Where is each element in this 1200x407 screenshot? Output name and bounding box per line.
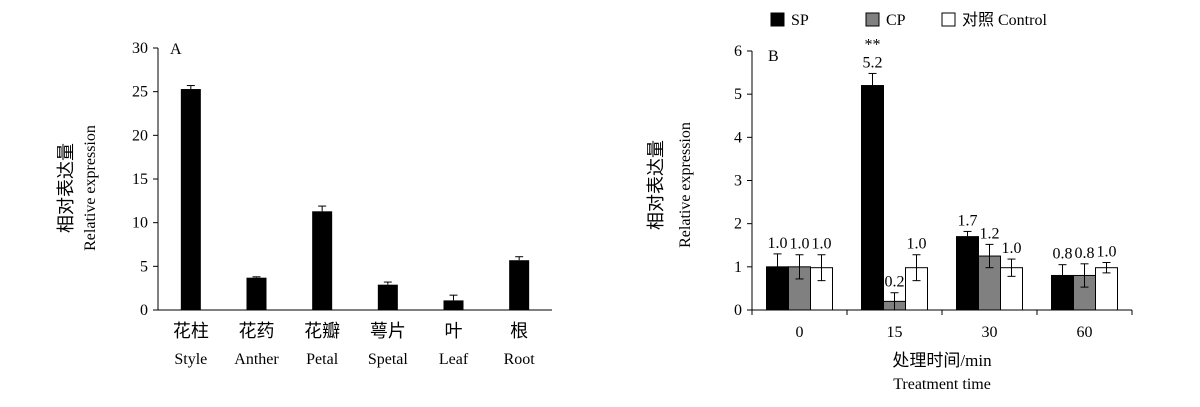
panel-b-bar (956, 236, 979, 311)
panel-b-y-ticks: 0 1 2 3 4 5 6 (734, 43, 1133, 319)
panel-a-x-label-cn: 花药 (239, 321, 275, 341)
panel-a-x-label-cn: 花柱 (173, 321, 209, 341)
panel-a-bar (180, 89, 201, 311)
panel-b-data-label: 1.0 (790, 236, 810, 253)
panel-b-data-label: 0.8 (1075, 245, 1095, 262)
panel-a-x-label-en: Style (174, 351, 207, 368)
panel-a-bar (312, 211, 333, 310)
panel-b-ylabel-cn: 相对表达量 (646, 140, 666, 230)
legend-label: SP (791, 12, 809, 29)
panel-b-data-label: 1.0 (812, 236, 832, 253)
legend-label: 对照 Control (962, 11, 1047, 29)
panel-a-x-label-cn: 叶 (445, 321, 463, 341)
panel-b-xlabel-cn: 处理时间/min (892, 351, 992, 370)
legend-swatch (770, 12, 785, 27)
panel-b-x-label: 60 (1077, 324, 1093, 341)
panel-b-y-tick-label: 5 (734, 86, 742, 103)
panel-a-axes (157, 48, 552, 311)
panel-b-legend: SP CP 对照 Control (770, 11, 1047, 29)
panel-b-axes (751, 51, 1132, 311)
panel-b-xlabel-en: Treatment time (893, 376, 991, 393)
panel-b-bars: 1.0 1.0 1.05.20.21.01.71.21.0 0.8 0.8 1.0** (766, 36, 1118, 311)
panel-a-y-ticks: 0 5 10 15 20 25 30 (132, 40, 158, 319)
panel-b-data-label: 1.0 (1097, 244, 1117, 261)
panel-b-y-tick-label: 6 (734, 43, 742, 60)
panel-a-y-tick-label: 5 (140, 258, 148, 275)
panel-b-data-label: 0.2 (885, 274, 905, 291)
panel-a-bars (180, 85, 530, 311)
panel-b-bar (1095, 267, 1118, 311)
panel-a-x-labels: 花柱 Style 花药 Anther 花瓣 Petal 萼片 Spetal 叶 Leaf 根 Root (173, 321, 535, 368)
panel-b-data-label: 5.2 (863, 54, 883, 71)
panel-b-ylabel-en: Relative expression (677, 122, 694, 248)
panel-b-x-label: 30 (982, 324, 998, 341)
panel-b-data-label: 1.0 (1002, 240, 1022, 257)
panel-a-x-label-cn: 花瓣 (304, 321, 340, 341)
panel-b-chart: SP CP 对照 Control 相对表达量 Relative expression… (646, 11, 1133, 393)
panel-a-ylabel-cn: 相对表达量 (56, 143, 76, 233)
legend-swatch (865, 12, 880, 27)
panel-b-y-tick-label: 3 (734, 173, 742, 190)
panel-a-x-label-en: Petal (306, 351, 339, 368)
panel-b-data-label: 1.7 (958, 212, 978, 229)
panel-a-x-label-en: Anther (234, 351, 279, 368)
panel-b-data-label: 1.0 (907, 236, 927, 253)
panel-a-bar (377, 284, 398, 310)
panel-b-data-label: 0.8 (1053, 246, 1073, 263)
panel-b-label: B (768, 48, 779, 65)
panel-a-y-tick-label: 15 (132, 171, 148, 188)
legend-swatch (941, 12, 956, 27)
panel-a-bar (246, 277, 267, 310)
panel-b-x-label: 15 (887, 324, 903, 341)
panel-a-chart: 相对表达量 Relative expression A 0 5 10 15 20 25 30… (56, 40, 552, 368)
panel-a-y-tick-label: 20 (132, 127, 148, 144)
panel-b-y-tick-label: 4 (734, 129, 742, 146)
panel-a-x-label-en: Leaf (439, 351, 469, 368)
panel-b-y-tick-label: 2 (734, 216, 742, 233)
panel-b-significance-mark: ** (865, 36, 881, 53)
panel-a-x-label-en: Spetal (368, 351, 409, 368)
panel-a-x-label-cn: 萼片 (370, 321, 406, 341)
panel-a-x-label-en: Root (504, 351, 536, 368)
panel-b-y-tick-label: 0 (734, 302, 742, 319)
panel-a-label: A (170, 41, 182, 58)
panel-a-y-tick-label: 10 (132, 215, 148, 232)
panel-b-bar (861, 85, 884, 311)
panel-a-y-tick-label: 30 (132, 40, 148, 57)
panel-a-x-label-cn: 根 (510, 321, 528, 341)
panel-a-y-tick-label: 0 (140, 302, 148, 319)
panel-a-y-tick-label: 25 (132, 84, 148, 101)
panel-a-bar (509, 260, 530, 310)
panel-b-data-label: 1.2 (980, 225, 1000, 242)
panel-a-bar (443, 300, 464, 310)
panel-b-y-tick-label: 1 (734, 259, 742, 276)
legend-label: CP (886, 12, 906, 29)
panel-b-data-label: 1.0 (768, 235, 788, 252)
panel-b-x-label: 0 (796, 324, 804, 341)
panel-b-x-labels: 0 15 30 60 (796, 324, 1093, 341)
panel-a-ylabel-en: Relative expression (82, 125, 99, 251)
